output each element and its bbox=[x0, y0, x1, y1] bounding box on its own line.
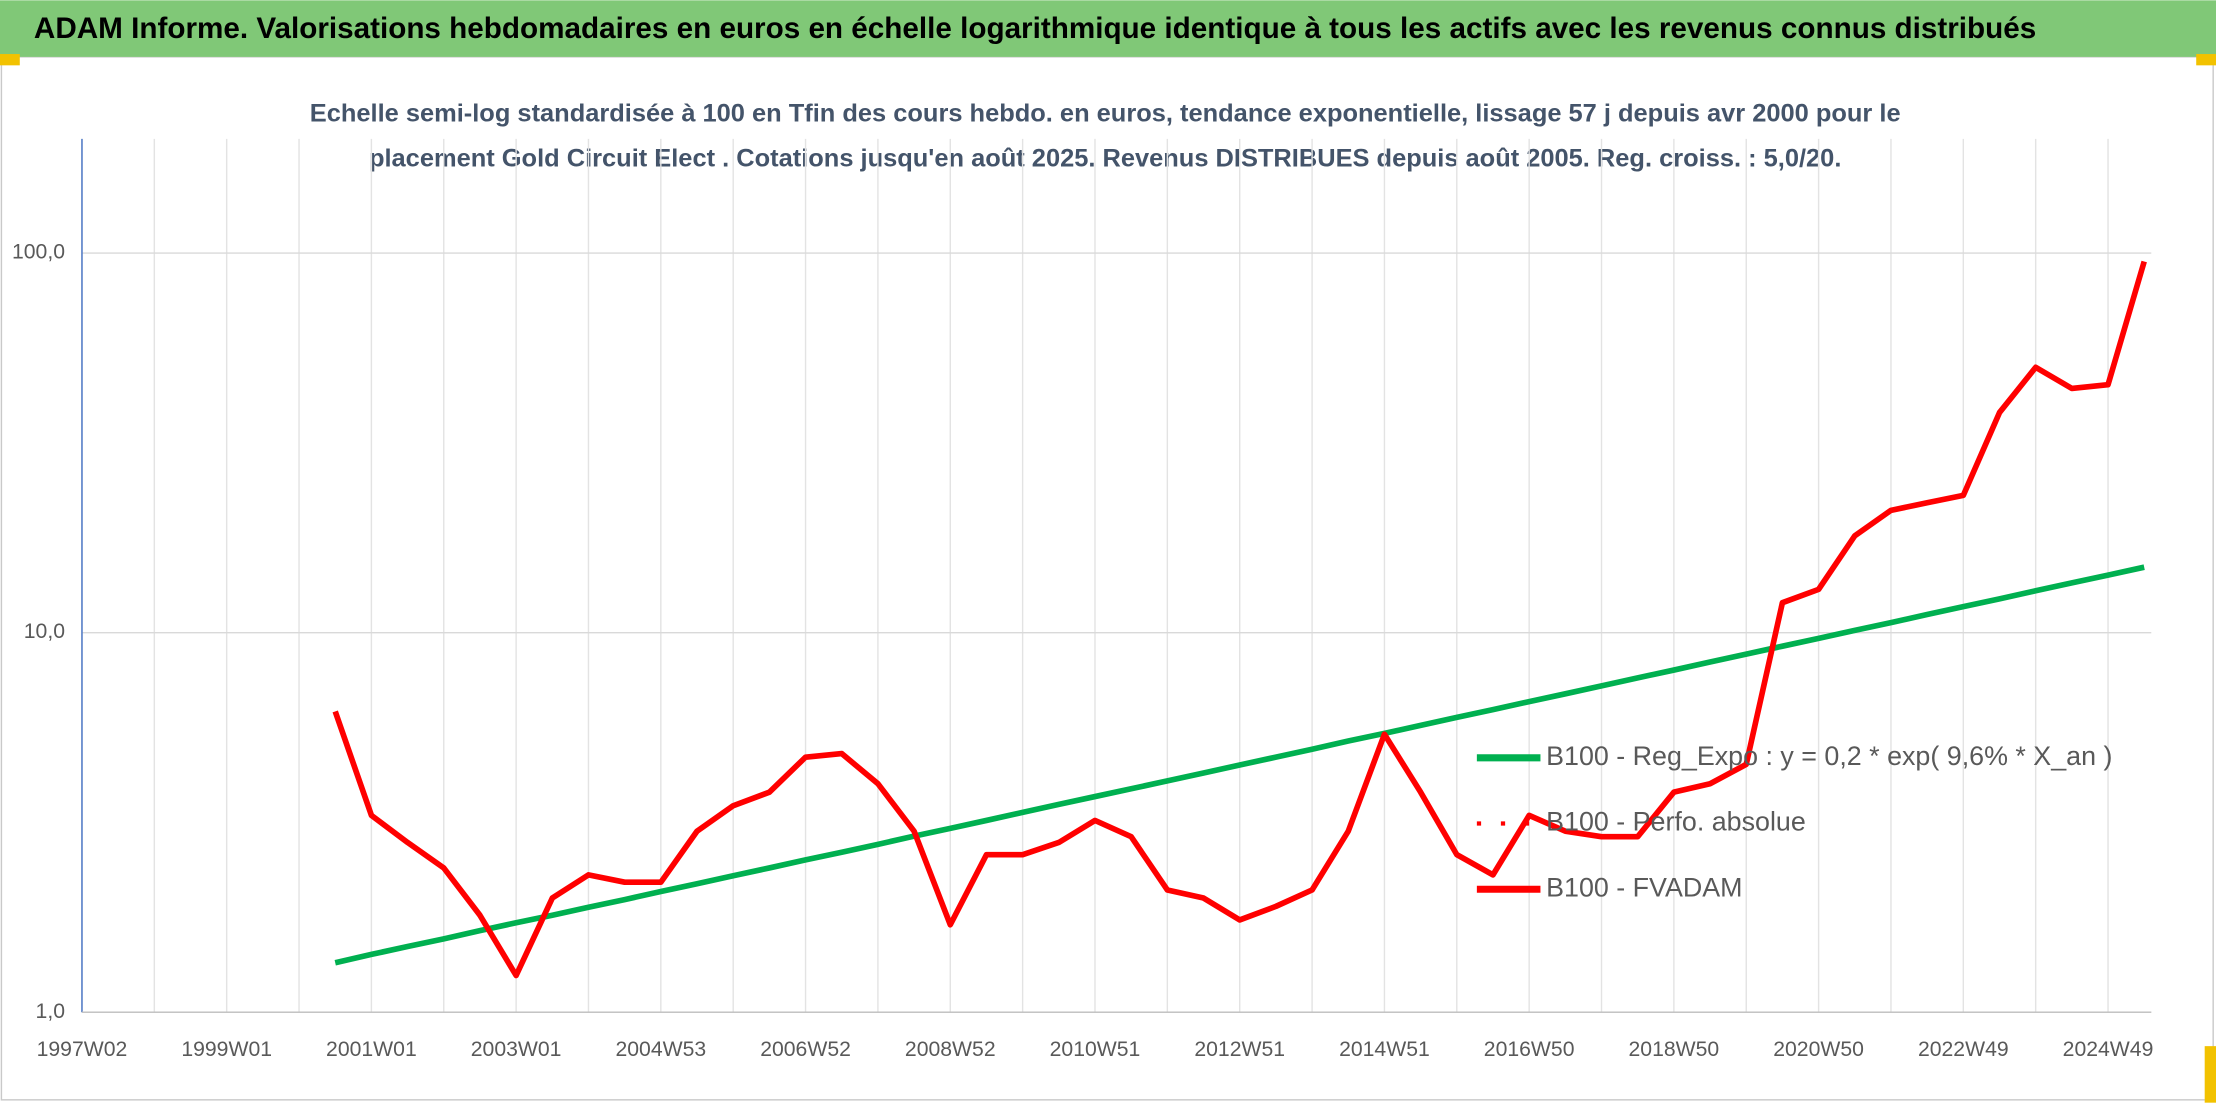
y-tick-label: 100,0 bbox=[12, 241, 65, 264]
x-tick-label: 2018W50 bbox=[1629, 1038, 1720, 1061]
x-tick-label: 1999W01 bbox=[181, 1038, 272, 1061]
x-tick-label: 2024W49 bbox=[2063, 1038, 2154, 1061]
x-tick-label: 2014W51 bbox=[1339, 1038, 1430, 1061]
x-tick-label: 2006W52 bbox=[760, 1038, 851, 1061]
x-tick-label: 1997W02 bbox=[37, 1038, 128, 1061]
grid: 1,0 10,0 100,0 1997W02 1999W01 2001W01 2003W01… bbox=[12, 138, 2154, 1061]
corner bbox=[2196, 54, 2216, 66]
x-tick-label: 2012W51 bbox=[1194, 1038, 1285, 1061]
y-tick-label: 1,0 bbox=[36, 1000, 65, 1023]
title-bar bbox=[0, 0, 2216, 57]
corner bbox=[0, 54, 20, 66]
x-tick-label: 2001W01 bbox=[326, 1038, 417, 1061]
x-tick-label: 2010W51 bbox=[1050, 1038, 1141, 1061]
legend-label: B100 - Perfo. absolue bbox=[1546, 807, 1806, 837]
legend: B100 - Reg_Expo : y = 0,2 * exp( 9,6% * … bbox=[1476, 741, 2112, 902]
y-tick-label: 10,0 bbox=[24, 620, 65, 643]
plot bbox=[332, 260, 2147, 979]
x-tick-label: 2003W01 bbox=[471, 1038, 562, 1061]
legend-label: B100 - Reg_Expo : y = 0,2 * exp( 9,6% * … bbox=[1546, 741, 2112, 771]
x-tick-label: 2020W50 bbox=[1773, 1038, 1864, 1061]
corner bbox=[2204, 1046, 2216, 1103]
x-tick-label: 2016W50 bbox=[1484, 1038, 1575, 1061]
legend-label: B100 - FVADAM bbox=[1546, 872, 1742, 902]
series-line bbox=[334, 564, 2145, 966]
x-tick-label: 2004W53 bbox=[615, 1038, 706, 1061]
chart-title: ADAM Informe. Valorisations hebdomadaire… bbox=[34, 12, 2036, 45]
chart-subtitle: Echelle semi-log standardisée à 100 en T… bbox=[310, 100, 1901, 128]
x-tick-label: 2022W49 bbox=[1918, 1038, 2009, 1061]
series-line bbox=[332, 260, 2147, 979]
chart-subtitle: placement Gold Circuit Elect . Cotations… bbox=[369, 145, 1841, 173]
x-tick-label: 2008W52 bbox=[905, 1038, 996, 1061]
